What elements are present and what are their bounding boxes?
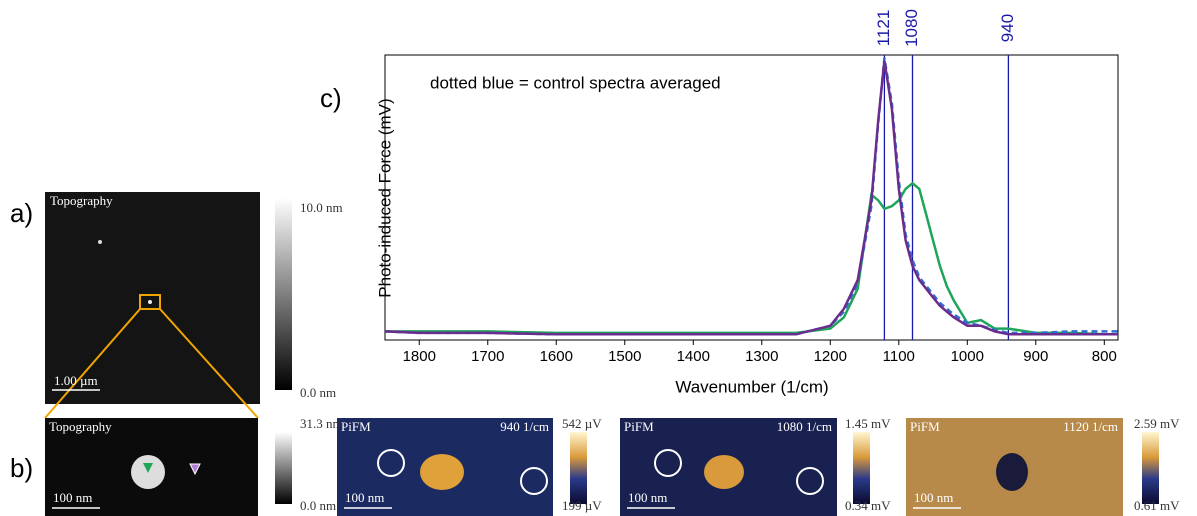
colorbar-min: 0.0 nm xyxy=(300,498,336,513)
x-axis-label: Wavenumber (1/cm) xyxy=(675,377,828,396)
particle xyxy=(148,300,152,304)
colorbar-max: 1.45 mV xyxy=(845,416,891,431)
marker xyxy=(189,463,201,476)
x-tick-label: 1200 xyxy=(814,348,847,365)
image-title: PiFM xyxy=(624,419,654,434)
colorbar-min: 0.61 mV xyxy=(1134,498,1180,513)
x-tick-label: 1800 xyxy=(403,348,436,365)
image-title: PiFM xyxy=(910,419,940,434)
particle xyxy=(98,240,102,244)
wavenumber-label: 940 1/cm xyxy=(500,419,549,434)
scale-bar-label: 100 nm xyxy=(628,490,667,505)
x-tick-label: 1300 xyxy=(745,348,778,365)
colorbar-min: 0.0 nm xyxy=(300,385,336,400)
image-title: Topography xyxy=(50,193,113,208)
colorbar-max: 2.59 mV xyxy=(1134,416,1180,431)
plot-frame xyxy=(384,54,1119,341)
colorbar xyxy=(275,198,292,390)
image-title: Topography xyxy=(49,419,112,434)
particle xyxy=(420,454,464,490)
annotation: dotted blue = control spectra averaged xyxy=(430,73,721,92)
x-tick-label: 900 xyxy=(1023,348,1048,365)
panel-label: c) xyxy=(320,83,342,113)
circle-marker xyxy=(520,467,548,495)
series-line xyxy=(384,60,1118,336)
particle xyxy=(704,455,744,489)
colorbar xyxy=(1142,432,1159,504)
x-tick-label: 1600 xyxy=(540,348,573,365)
reference-label: 940 xyxy=(998,14,1017,42)
wavenumber-label: 1080 1/cm xyxy=(777,419,832,434)
colorbar-min: 199 µV xyxy=(562,498,602,513)
scale-bar-label: 100 nm xyxy=(914,490,953,505)
scale-bar-label: 1.00 µm xyxy=(54,373,98,388)
x-tick-label: 1700 xyxy=(471,348,504,365)
zoom-line xyxy=(159,308,259,419)
y-axis-label: Photo-induced Force (mV) xyxy=(375,98,394,297)
x-tick-label: 1100 xyxy=(883,348,915,365)
colorbar-max: 10.0 nm xyxy=(300,200,343,215)
panel-label: a) xyxy=(10,198,33,228)
colorbar-max: 542 µV xyxy=(562,416,602,431)
colorbar xyxy=(853,432,870,504)
annotation-box xyxy=(420,67,776,100)
wavenumber-label: 1120 1/cm xyxy=(1063,419,1118,434)
scale-bar-label: 100 nm xyxy=(345,490,384,505)
colorbar-max: 31.3 nm xyxy=(300,416,343,431)
reference-label: 1121 xyxy=(874,10,893,47)
circle-marker xyxy=(654,449,682,477)
circle-marker xyxy=(796,467,824,495)
scale-bar-label: 100 nm xyxy=(53,490,92,505)
reference-label: 1080 xyxy=(902,9,921,47)
series-line xyxy=(385,181,1118,336)
marker xyxy=(143,463,153,473)
topography-image xyxy=(45,192,260,404)
x-tick-label: 800 xyxy=(1092,348,1117,365)
colorbar-min: 0.34 mV xyxy=(845,498,891,513)
particle xyxy=(996,453,1028,491)
image-title: PiFM xyxy=(341,419,371,434)
panel-label: b) xyxy=(10,453,33,483)
x-tick-label: 1000 xyxy=(951,348,984,365)
circle-marker xyxy=(377,449,405,477)
zoom-line xyxy=(44,308,141,419)
zoom-box xyxy=(139,294,161,310)
colorbar xyxy=(570,432,587,504)
x-tick-label: 1500 xyxy=(608,348,641,365)
x-tick-label: 1400 xyxy=(677,348,710,365)
colorbar xyxy=(275,432,292,504)
